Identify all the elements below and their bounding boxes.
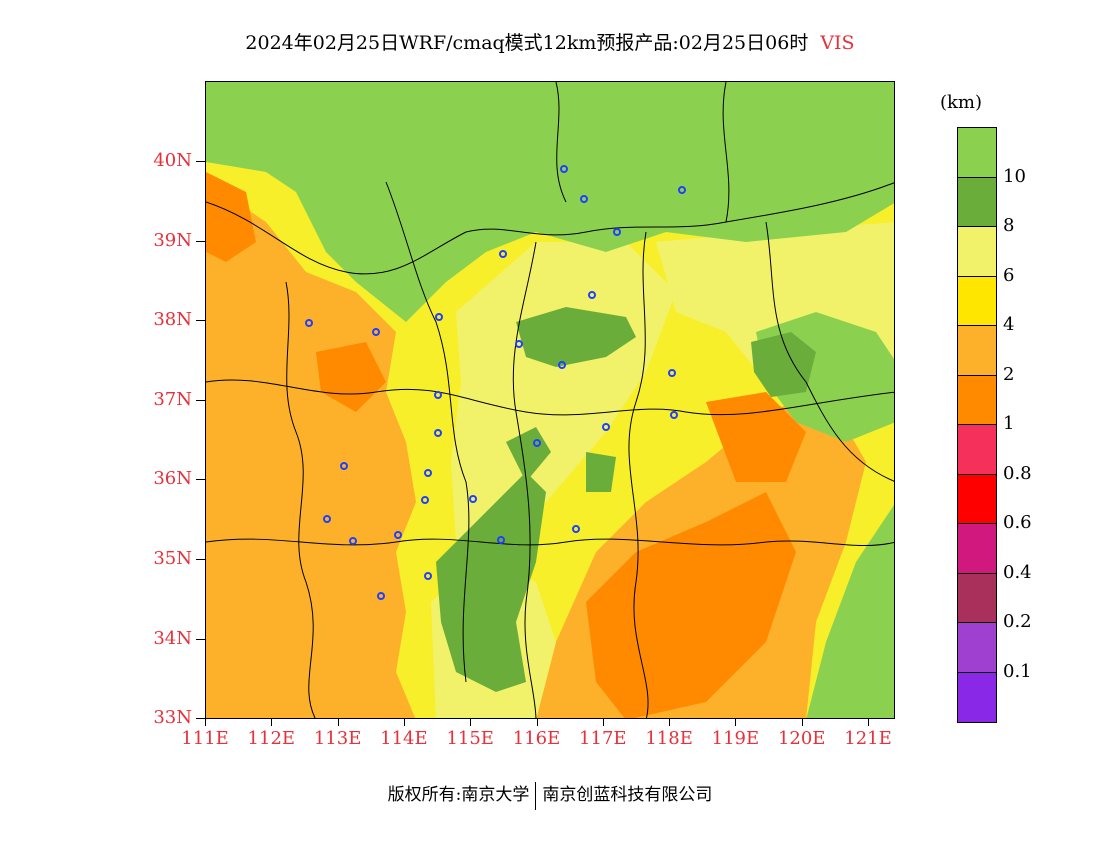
- map-canvas: [206, 82, 894, 718]
- lat-tick: [196, 718, 205, 720]
- lat-label: 40N: [153, 150, 192, 171]
- colorbar-segment: [958, 524, 996, 574]
- lon-label: 115E: [446, 728, 494, 749]
- lon-tick: [602, 718, 604, 726]
- lon-tick: [205, 718, 206, 726]
- title-variable: VIS: [820, 32, 855, 54]
- colorbar-segment: [958, 425, 996, 475]
- lon-label: 121E: [844, 728, 892, 749]
- lat-label: 37N: [153, 388, 192, 410]
- colorbar-label: 1: [1003, 413, 1015, 434]
- lat-label: 35N: [153, 548, 192, 569]
- colorbar-label: 10: [1003, 165, 1026, 187]
- darkgreen-center: [516, 307, 636, 367]
- lat-label: 38N: [153, 309, 192, 331]
- lat-label: 33N: [153, 707, 192, 729]
- colorbar-label: 0.2: [1003, 611, 1032, 632]
- colorbar-segment: [958, 128, 996, 178]
- colorbar-label: 4: [1003, 314, 1015, 335]
- colorbar-segment: [958, 276, 996, 326]
- map-title: 2024年02月25日WRF/cmaq模式12km预报产品:02月25日06时 V…: [0, 28, 1100, 55]
- station-markers: [305, 165, 686, 600]
- colorbar-label: 6: [1003, 264, 1015, 286]
- orange-1-mid: [316, 342, 386, 412]
- darkgreen-mid: [586, 452, 616, 492]
- lat-label: 34N: [153, 627, 192, 649]
- colorbar-segment: [958, 227, 996, 277]
- title-text: 2024年02月25日WRF/cmaq模式12km预报产品:02月25日06时: [245, 32, 809, 54]
- lon-tick: [536, 718, 538, 726]
- colorbar-segment: [958, 375, 996, 425]
- lon-label: 111E: [181, 728, 229, 749]
- lat-tick: [196, 240, 205, 242]
- orange-west: [206, 182, 416, 718]
- colorbar-label: 8: [1003, 215, 1015, 236]
- darkgreen-east: [751, 332, 816, 397]
- orange-1-se: [586, 492, 796, 718]
- copyright-separator: [535, 781, 537, 810]
- province-borders: [206, 82, 894, 718]
- lon-tick: [669, 718, 671, 726]
- colorbar-unit: (km): [940, 92, 983, 113]
- colorbar-segment: [958, 623, 996, 673]
- lat-tick: [196, 320, 205, 322]
- lat-tick: [196, 161, 205, 162]
- colorbar-label: 2: [1003, 363, 1015, 385]
- colorbar-segment: [958, 474, 996, 524]
- lon-label: 118E: [645, 728, 693, 749]
- lon-tick: [801, 718, 803, 726]
- lon-label: 114E: [380, 728, 428, 749]
- green-north: [206, 82, 894, 322]
- lat-tick: [196, 559, 205, 560]
- lon-label: 119E: [711, 728, 760, 749]
- colorbar-segment: [958, 672, 996, 722]
- lat-tick: [196, 638, 205, 640]
- visibility-map: [205, 81, 895, 719]
- lat-tick: [196, 479, 205, 481]
- colorbar-segment: [958, 177, 996, 227]
- lon-label: 120E: [777, 728, 826, 749]
- lon-tick: [735, 718, 737, 726]
- lon-tick: [271, 718, 273, 726]
- colorbar-label: 0.1: [1003, 660, 1032, 682]
- copyright: 版权所有:南京大学 南京创蓝科技有限公司: [0, 780, 1100, 810]
- colorbar-label: 0.8: [1003, 462, 1032, 484]
- lat-label: 36N: [153, 468, 192, 490]
- colorbar-label: 0.4: [1003, 561, 1032, 583]
- lon-label: 112E: [247, 728, 296, 749]
- colorbar-segment: [958, 573, 996, 623]
- lon-label: 117E: [579, 728, 627, 749]
- lon-tick: [868, 718, 869, 726]
- lon-label: 113E: [313, 728, 362, 749]
- colorbar: [957, 127, 997, 723]
- lon-tick: [337, 718, 339, 726]
- copyright-right: 南京创蓝科技有限公司: [542, 785, 713, 805]
- colorbar-label: 0.6: [1003, 512, 1032, 533]
- lat-label: 39N: [153, 229, 192, 251]
- copyright-left: 版权所有:南京大学: [387, 785, 530, 805]
- lon-tick: [403, 718, 405, 726]
- orange-1-west: [206, 172, 256, 262]
- green-east-coast: [806, 505, 894, 718]
- lat-tick: [196, 399, 205, 401]
- lon-tick: [470, 718, 472, 726]
- lon-label: 116E: [512, 728, 561, 749]
- colorbar-segment: [958, 326, 996, 376]
